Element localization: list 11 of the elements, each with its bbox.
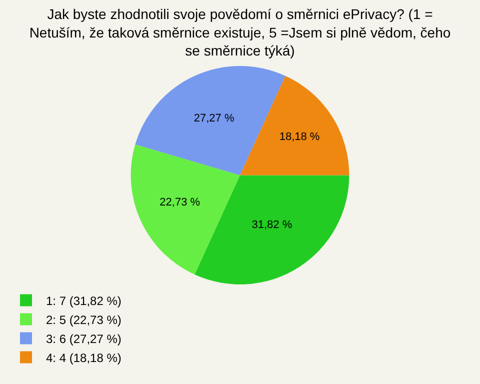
pie-slice <box>240 76 350 176</box>
data-label: 22,73 % <box>160 196 200 209</box>
pie-slice <box>130 144 240 275</box>
data-label: 18,18 % <box>279 130 320 143</box>
legend-label: 4: 4 (18,18 %) <box>46 350 122 365</box>
legend-label: 3: 6 (27,27 %) <box>46 332 122 346</box>
data-label: 31,82 % <box>252 219 292 232</box>
data-label: 27,27 % <box>194 112 234 125</box>
chart-title: Jak byste zhodnotili svoje povědomí o směrnici ePrivacy? (1 = Netuším, že taková směrnice existuje, 5 =Jsem si plně vědom, čeho se směrnice týká) <box>29 6 451 59</box>
legend-label: 2: 5 (22,73 %) <box>46 312 122 327</box>
legend-label: 1: 7 (31,82 %) <box>46 294 122 308</box>
